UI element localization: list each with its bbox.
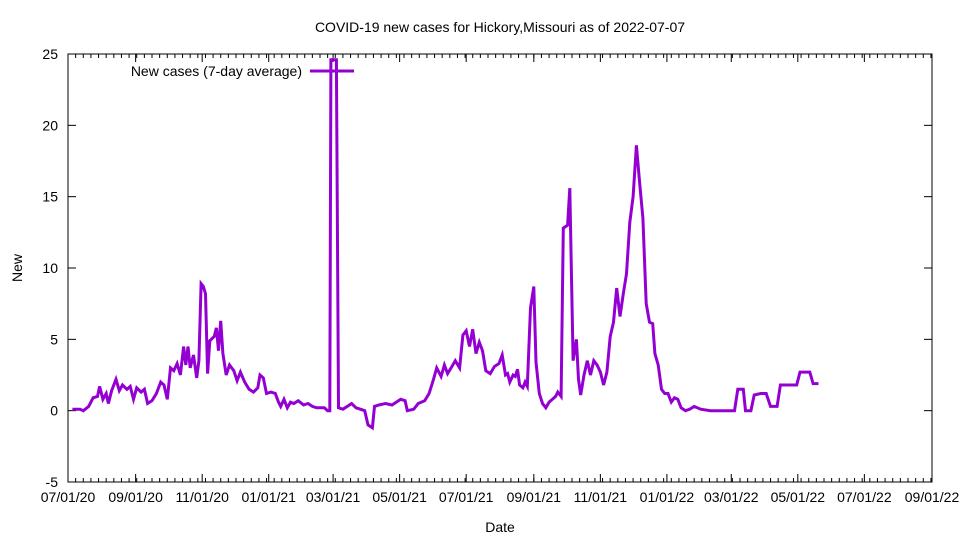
x-tick-label: 07/01/22 (837, 489, 892, 505)
x-tick-label: 05/01/21 (372, 489, 427, 505)
x-tick-label: 05/01/22 (771, 489, 826, 505)
series-line-0 (72, 58, 819, 431)
y-tick-label: 25 (42, 46, 58, 62)
plot-frame (67, 53, 933, 483)
y-axis-label: New (9, 253, 25, 282)
legend-label: New cases (7-day average) (131, 63, 302, 79)
axes (67, 53, 933, 483)
x-axis-label: Date (485, 519, 515, 535)
y-tick-label: 15 (42, 189, 58, 205)
x-tick-label: 09/01/21 (507, 489, 562, 505)
legend: New cases (7-day average) (131, 63, 354, 79)
ticks: -5 0 5 10 15 20 25 07/01/20 09/01/20 11/01/20 01/0… (41, 46, 960, 505)
x-tick-label: 09/01/20 (108, 489, 163, 505)
x-tick-label: 11/01/21 (574, 489, 628, 505)
chart-title: COVID-19 new cases for Hickory,Missouri … (315, 19, 685, 35)
x-tick-label: 03/01/22 (704, 489, 759, 505)
y-tick-label: 0 (50, 403, 58, 419)
y-tick-label: 5 (50, 331, 58, 347)
y-tick-label: 20 (42, 117, 58, 133)
x-tick-label: 07/01/20 (41, 489, 96, 505)
y-tick-label: -5 (46, 474, 59, 490)
x-tick-label: 09/01/22 (905, 489, 960, 505)
x-tick-label: 01/01/22 (640, 489, 695, 505)
x-tick-label: 03/01/21 (306, 489, 361, 505)
y-tick-label: 10 (42, 260, 58, 276)
series (72, 58, 819, 431)
x-tick-label: 07/01/21 (439, 489, 494, 505)
x-tick-label: 01/01/21 (241, 489, 296, 505)
x-tick-label: 11/01/20 (175, 489, 229, 505)
